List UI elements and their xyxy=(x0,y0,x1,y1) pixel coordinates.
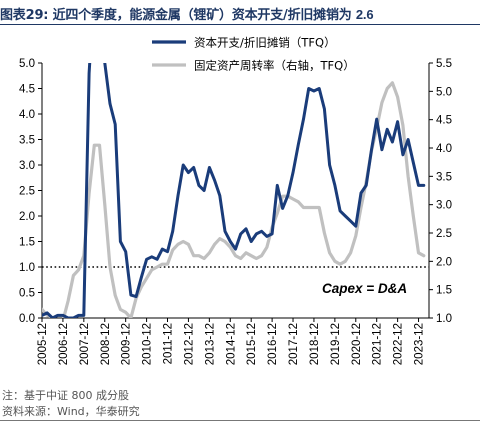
x-tick-label: 2019-12 xyxy=(330,323,342,365)
y-right-tick-label: 1.0 xyxy=(436,313,452,325)
x-tick-label: 2006-12 xyxy=(58,323,70,365)
x-tick-label: 2016-12 xyxy=(267,323,279,365)
x-tick-label: 2005-12 xyxy=(37,323,49,365)
x-tick-label: 2014-12 xyxy=(225,323,237,365)
x-tick-label: 2021-12 xyxy=(372,323,384,365)
y-right-tick-label: 3.0 xyxy=(436,200,452,212)
y-right-tick-label: 4.0 xyxy=(436,143,452,155)
x-tick-label: 2015-12 xyxy=(246,323,258,365)
line-chart: 0.0 0.5 1.0 1.5 2.0 2.5 3.0 3.5 4.0 4.5 5.0 1.0 1.5 2… xyxy=(19,36,452,366)
figure-label: 图表29: xyxy=(0,8,49,23)
series-asset-turnover-line xyxy=(42,81,426,318)
y-left-tick-label: 4.0 xyxy=(19,109,35,121)
x-tick-label: 2007-12 xyxy=(79,323,91,365)
legend-label-capex-da: 资本开支/折旧摊销（TFQ） xyxy=(194,36,336,50)
y-left-tick-label: 3.5 xyxy=(19,135,35,147)
x-tick-label: 2018-12 xyxy=(309,323,321,365)
bottom-rule xyxy=(0,420,480,421)
title-rule xyxy=(0,24,480,25)
y-left-tick-label: 0.5 xyxy=(19,288,35,300)
axes: 0.0 0.5 1.0 1.5 2.0 2.5 3.0 3.5 4.0 4.5 5.0 1.0 1.5 2… xyxy=(19,58,452,365)
y-right-tick-label: 2.0 xyxy=(436,256,452,268)
y-left-tick-label: 4.5 xyxy=(19,84,35,96)
y-right-tick-label: 4.5 xyxy=(436,115,452,127)
y-left-tick-label: 3.0 xyxy=(19,160,35,172)
x-tick-label: 2020-12 xyxy=(351,323,363,365)
y-right-tick-label: 3.5 xyxy=(436,171,452,183)
x-tick-label: 2023-12 xyxy=(414,323,426,365)
y-left-tick-label: 1.5 xyxy=(19,237,35,249)
figure-title: 图表29: 近四个季度，能源金属（锂矿）资本开支/折旧摊销为 2.6 xyxy=(0,4,374,23)
note-basis: 注：基于中证 800 成分股 xyxy=(2,389,129,402)
y-left-tick-label: 5.0 xyxy=(19,58,35,70)
x-tick-label: 2011-12 xyxy=(163,323,175,364)
y-left-tick-label: 1.0 xyxy=(19,262,35,274)
y-right-tick-label: 5.5 xyxy=(436,58,452,70)
figure-title-text: 近四个季度，能源金属（锂矿）资本开支/折旧摊销为 xyxy=(52,8,352,23)
reference-annotation: Capex = D&A xyxy=(322,281,407,296)
y-left-tick-label: 0.0 xyxy=(19,313,35,325)
legend-label-asset-turnover: 固定资产周转率（右轴，TFQ） xyxy=(194,59,355,73)
x-tick-label: 2012-12 xyxy=(183,323,195,365)
series-capex-da-line xyxy=(42,63,426,318)
x-tick-label: 2022-12 xyxy=(393,323,405,365)
y-right-tick-label: 1.5 xyxy=(436,285,452,297)
x-tick-label: 2017-12 xyxy=(288,323,300,365)
figure-title-value: 2.6 xyxy=(355,7,374,22)
x-tick-label: 2008-12 xyxy=(100,323,112,365)
y-right-tick-label: 5.0 xyxy=(436,86,452,98)
legend: 资本开支/折旧摊销（TFQ） 固定资产周转率（右轴，TFQ） xyxy=(152,36,355,73)
y-left-tick-label: 2.5 xyxy=(19,186,35,198)
x-tick-label: 2009-12 xyxy=(121,323,133,365)
x-tick-label: 2010-12 xyxy=(142,323,154,365)
series-lines xyxy=(42,63,426,318)
y-left-tick-label: 2.0 xyxy=(19,211,35,223)
notes: 注：基于中证 800 成分股 资料来源：Wind，华泰研究 xyxy=(2,388,140,420)
x-tick-label: 2013-12 xyxy=(204,323,216,365)
note-source: 资料来源：Wind，华泰研究 xyxy=(2,405,140,418)
y-right-tick-label: 2.5 xyxy=(436,228,452,240)
